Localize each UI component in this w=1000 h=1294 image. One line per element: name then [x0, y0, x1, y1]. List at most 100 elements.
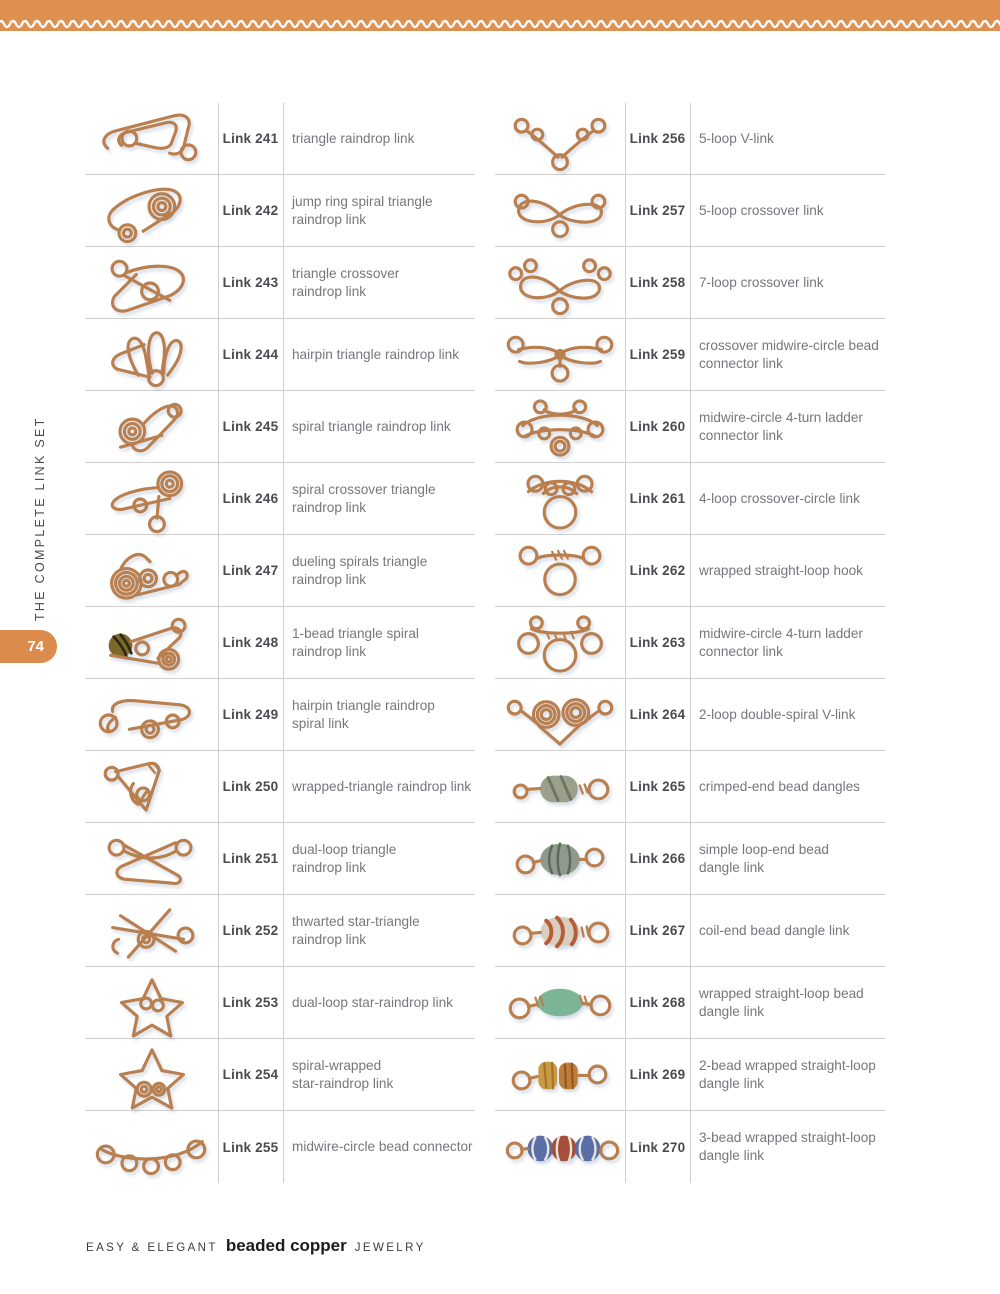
link-row: Link 268 wrapped straight-loop bead dangl…: [495, 967, 885, 1039]
link-number: Link 246: [222, 491, 279, 506]
link-number: Link 260: [629, 419, 686, 434]
link-description: wrapped straight-loop hook: [699, 562, 863, 578]
jump-ring-spiral-triangle-raindrop-link-photo: [85, 175, 218, 246]
link-number: Link 244: [222, 347, 279, 362]
triangle-crossover-raindrop-link-photo: [85, 247, 218, 318]
link-row: Link 259 crossover midwire-circle bead co…: [495, 319, 885, 391]
link-description: midwire-circle 4-turn ladder connector l…: [699, 625, 863, 659]
link-row: Link 241 triangle raindrop link: [85, 103, 475, 175]
link-row: Link 252 thwarted star-triangle raindrop …: [85, 895, 475, 967]
link-description: 1-bead triangle spiral raindrop link: [292, 625, 419, 659]
spiral-wrapped-star-raindrop-link-photo: [85, 1039, 218, 1110]
dual-loop-triangle-raindrop-link-photo: [85, 823, 218, 894]
five-loop-v-link-photo: [495, 103, 625, 174]
footer-main-title: beaded copper: [225, 1236, 347, 1255]
link-description: coil-end bead dangle link: [699, 922, 850, 938]
five-loop-crossover-link-photo: [495, 175, 625, 246]
column-divider: [690, 103, 691, 1183]
link-number: Link 259: [629, 347, 686, 362]
link-number: Link 268: [629, 995, 686, 1010]
hairpin-triangle-raindrop-link-photo: [85, 319, 218, 390]
link-number: Link 257: [629, 203, 686, 218]
link-number: Link 266: [629, 851, 686, 866]
link-number: Link 258: [629, 275, 686, 290]
thwarted-star-triangle-raindrop-link-photo: [85, 895, 218, 966]
two-loop-double-spiral-v-link-photo: [495, 679, 625, 750]
spiral-crossover-triangle-raindrop-link-photo: [85, 463, 218, 534]
link-row: Link 256 5-loop V-link: [495, 103, 885, 175]
link-description: hairpin triangle raindrop link: [292, 346, 459, 362]
dueling-spirals-triangle-raindrop-link-photo: [85, 535, 218, 606]
midwire-circle-4-turn-ladder-connector-link-photo: [495, 607, 625, 678]
column-divider: [625, 103, 626, 1183]
link-description: dueling spirals triangle raindrop link: [292, 553, 428, 587]
link-number: Link 252: [222, 923, 279, 938]
footer-pre-text: EASY & ELEGANT: [86, 1242, 218, 1254]
hairpin-triangle-raindrop-spiral-link-photo: [85, 679, 218, 750]
spiral-triangle-raindrop-link-photo: [85, 391, 218, 462]
link-description: triangle raindrop link: [292, 130, 415, 146]
four-loop-crossover-circle-link-photo: [495, 463, 625, 534]
link-row: Link 250 wrapped-triangle raindrop link: [85, 751, 475, 823]
link-number: Link 243: [222, 275, 279, 290]
page-number-tab: 74: [0, 630, 57, 663]
link-description: 2-bead wrapped straight-loop dangle link: [699, 1057, 876, 1091]
link-row: Link 258 7-loop crossover link: [495, 247, 885, 319]
link-row: Link 266 simple loop-end bead dangle link: [495, 823, 885, 895]
link-row: Link 243 triangle crossover raindrop link: [85, 247, 475, 319]
link-description: crossover midwire-circle bead connector …: [699, 337, 879, 371]
midwire-circle-4-turn-ladder-connector-link-photo: [495, 391, 625, 462]
link-row: Link 255 midwire-circle bead connector: [85, 1111, 475, 1183]
link-row: Link 270 3-bead wrapped straight-loop dan…: [495, 1111, 885, 1183]
link-row: Link 248 1-bead triangle spiral raindrop …: [85, 607, 475, 679]
link-description: 2-loop double-spiral V-link: [699, 706, 856, 722]
link-description: 3-bead wrapped straight-loop dangle link: [699, 1130, 876, 1163]
link-number: Link 253: [222, 995, 279, 1010]
link-row: Link 242 jump ring spiral triangle raindr…: [85, 175, 475, 247]
link-row: Link 251 dual-loop triangle raindrop link: [85, 823, 475, 895]
link-number: Link 249: [222, 707, 279, 722]
link-number: Link 241: [222, 131, 279, 146]
link-description: simple loop-end bead dangle link: [699, 841, 829, 875]
column-divider: [283, 103, 284, 1183]
link-row: Link 247 dueling spirals triangle raindro…: [85, 535, 475, 607]
two-bead-wrapped-straight-loop-dangle-link-photo: [495, 1039, 625, 1110]
wrapped-straight-loop-bead-dangle-link-photo: [495, 967, 625, 1038]
link-description: spiral triangle raindrop link: [292, 418, 451, 434]
link-number: Link 265: [629, 779, 686, 794]
link-number: Link 247: [222, 563, 279, 578]
link-description: triangle crossover raindrop link: [292, 265, 400, 299]
link-description: hairpin triangle raindrop spiral link: [292, 697, 435, 731]
link-number: Link 254: [222, 1067, 279, 1082]
link-row: Link 254 spiral-wrapped star-raindrop lin…: [85, 1039, 475, 1111]
link-description: wrapped-triangle raindrop link: [292, 778, 472, 794]
link-number: Link 262: [629, 563, 686, 578]
link-number: Link 269: [629, 1067, 686, 1082]
link-table-right: Link 256 5-loop V-link Link 257 5-loop cros…: [495, 103, 885, 1183]
top-decorative-band: [0, 0, 1000, 31]
link-description: crimped-end bead dangles: [699, 778, 860, 794]
seven-loop-crossover-link-photo: [495, 247, 625, 318]
link-description: spiral crossover triangle raindrop link: [292, 481, 436, 515]
link-table-left: Link 241 triangle raindrop link Link 242 ju…: [85, 103, 475, 1183]
link-number: Link 270: [629, 1139, 686, 1155]
link-row: Link 249 hairpin triangle raindrop spiral…: [85, 679, 475, 751]
wrapped-straight-loop-hook-photo: [495, 535, 625, 606]
link-description: midwire-circle bead connector: [292, 1139, 473, 1155]
link-description: dual-loop triangle raindrop link: [292, 841, 397, 875]
wave-line-icon: [0, 19, 1000, 29]
link-number: Link 261: [629, 491, 686, 506]
simple-loop-end-bead-dangle-link-photo: [495, 823, 625, 894]
link-description: 4-loop crossover-circle link: [699, 490, 860, 506]
link-description: thwarted star-triangle raindrop link: [292, 913, 420, 947]
link-number: Link 251: [222, 851, 279, 866]
link-description: 7-loop crossover link: [699, 274, 824, 290]
link-row: Link 246 spiral crossover triangle raindr…: [85, 463, 475, 535]
dual-loop-star-raindrop-link-photo: [85, 967, 218, 1038]
one-bead-triangle-spiral-raindrop-link-photo: [85, 607, 218, 678]
link-number: Link 248: [222, 635, 279, 650]
coil-end-bead-dangle-link-photo: [495, 895, 625, 966]
link-number: Link 256: [629, 131, 686, 146]
link-number: Link 242: [222, 203, 279, 218]
